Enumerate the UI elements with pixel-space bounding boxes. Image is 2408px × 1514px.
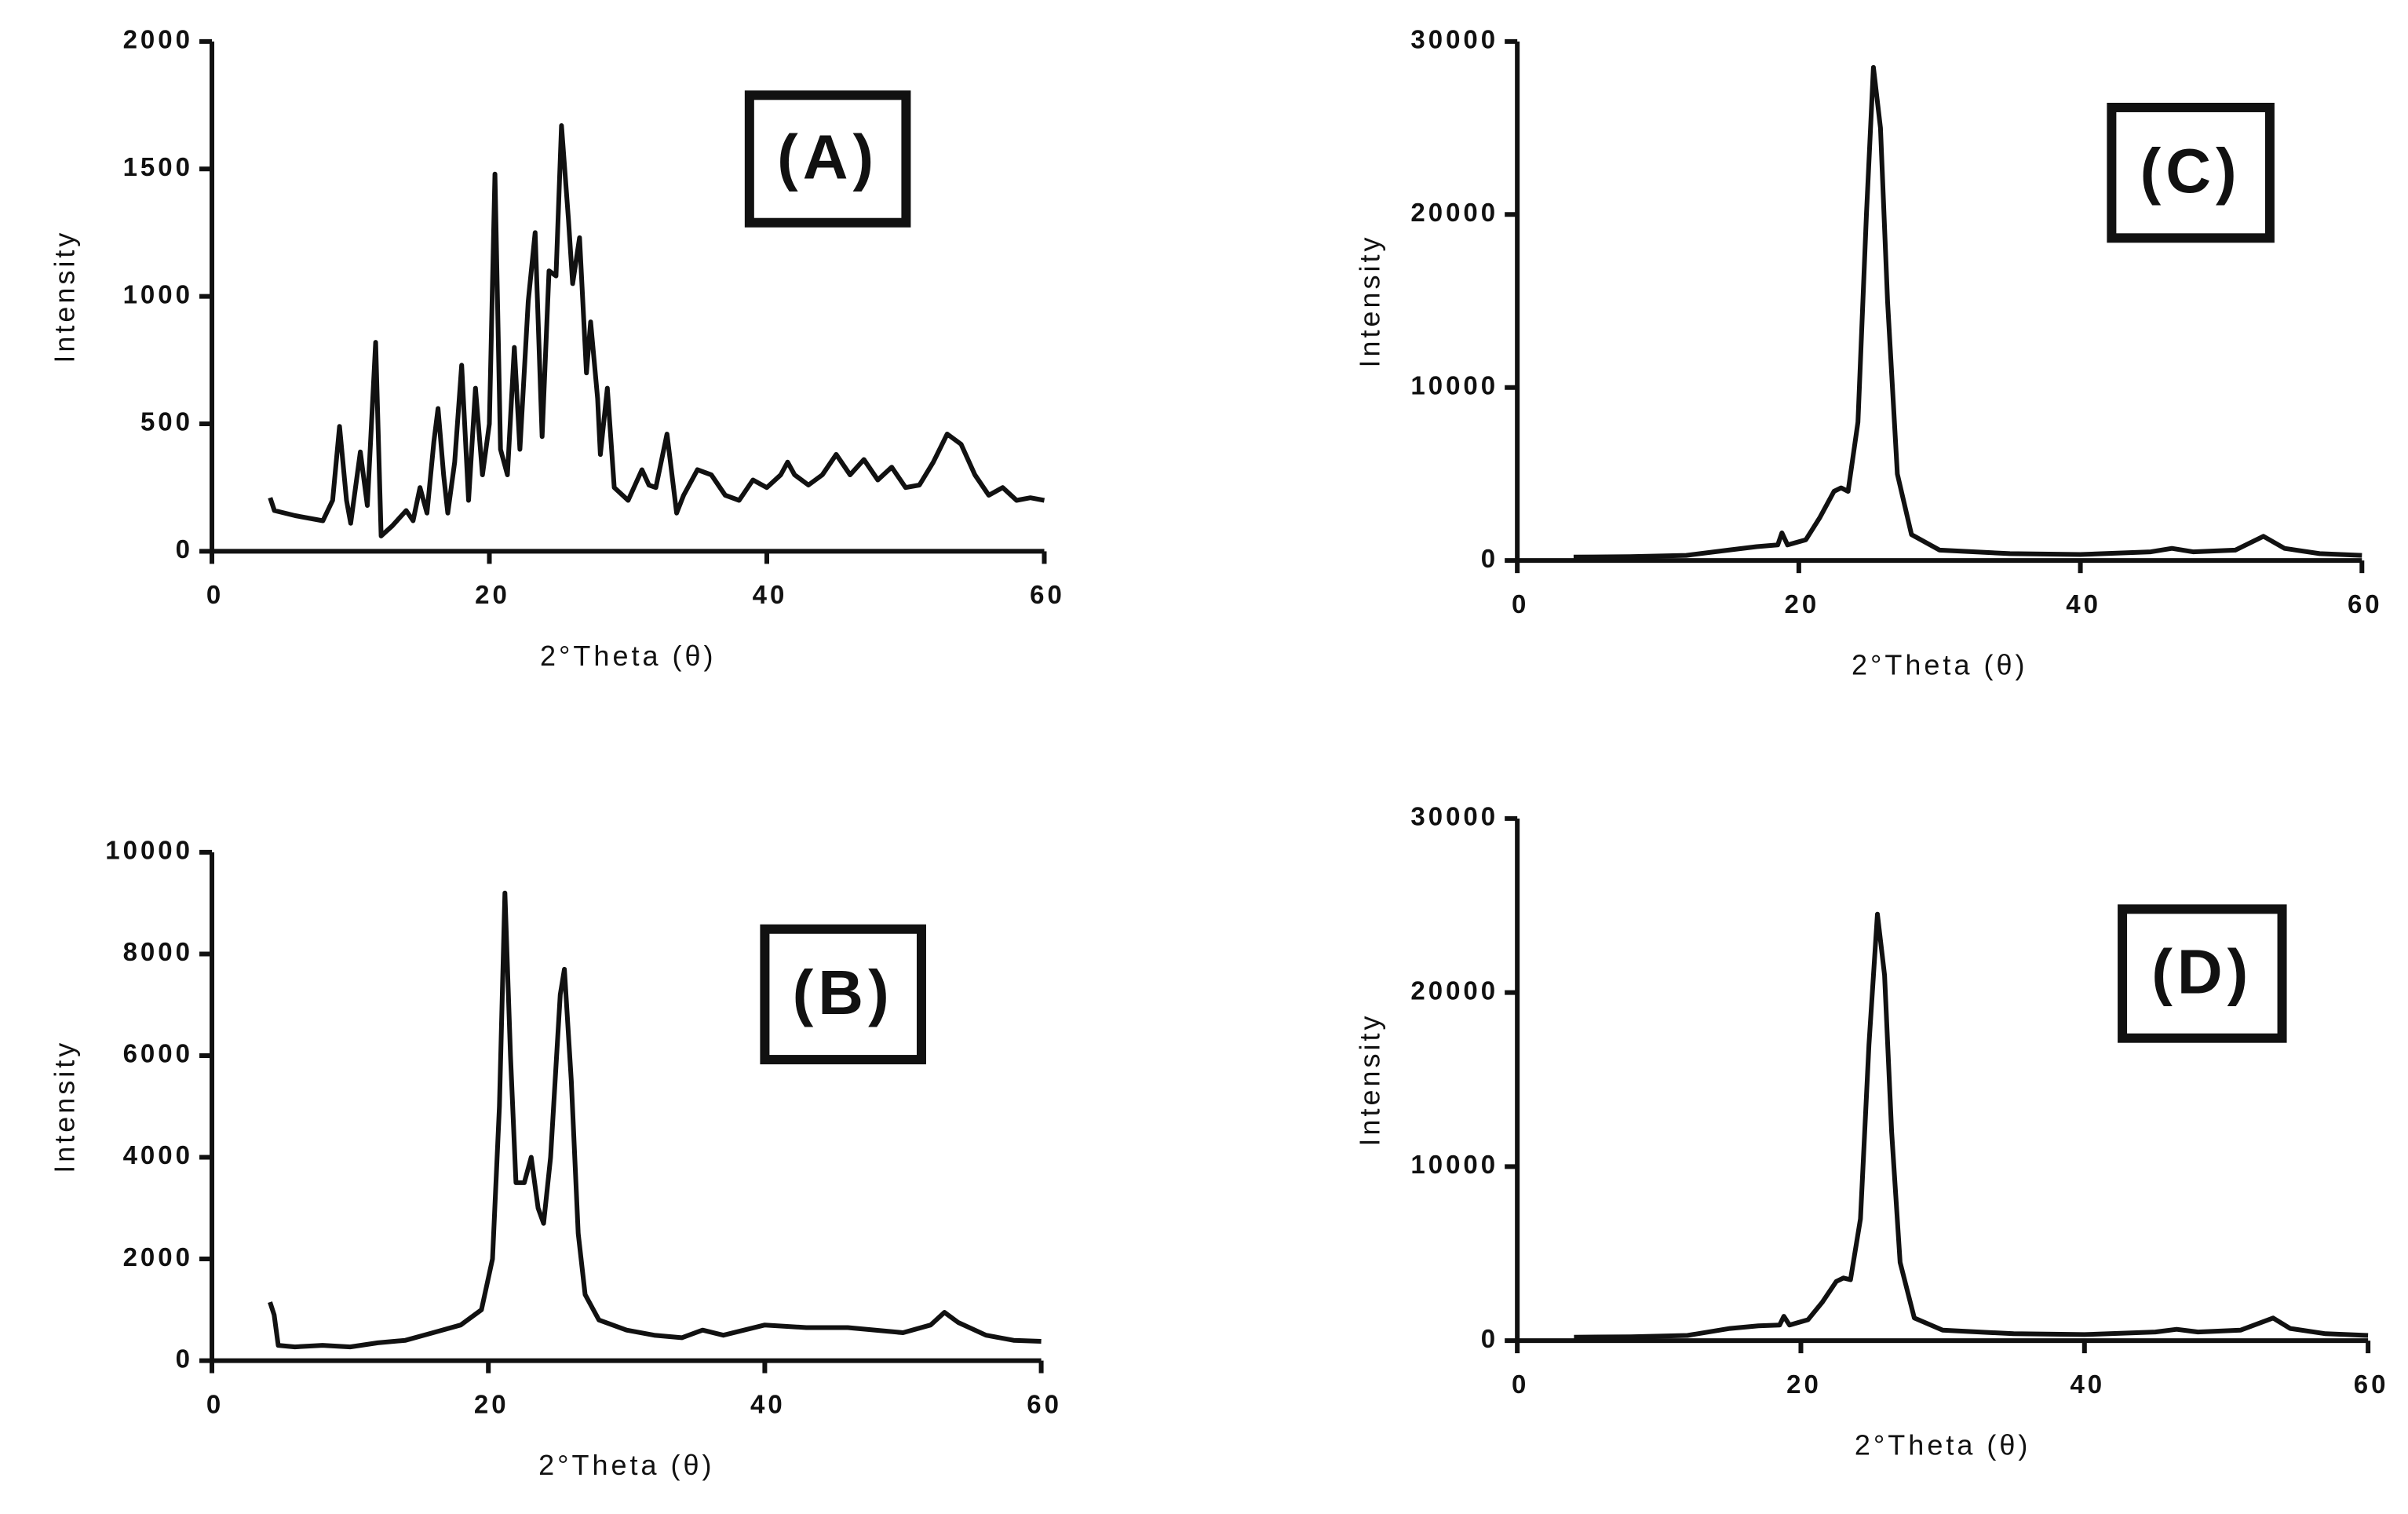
annotation-box — [760, 924, 926, 1065]
y-tick-label: 1500 — [123, 152, 193, 181]
y-tick-label: 10000 — [105, 836, 193, 865]
x-axis-label: 2°Theta (θ) — [538, 1449, 714, 1481]
x-tick-label: 20 — [475, 580, 510, 609]
annotation-box — [2118, 904, 2287, 1043]
y-tick-label: 4000 — [123, 1140, 193, 1169]
y-tick-label: 1000 — [123, 279, 193, 308]
x-tick-label: 60 — [1027, 1389, 1062, 1418]
data-line — [268, 123, 1045, 538]
data-line — [1573, 64, 2362, 560]
annotation-box — [2107, 102, 2275, 243]
y-axis-label: Intensity — [1354, 234, 1386, 367]
x-tick-label: 40 — [750, 1389, 786, 1418]
y-tick-label: 30000 — [1410, 25, 1498, 54]
y-axis-label: Intensity — [1354, 1012, 1386, 1146]
y-tick-label: 0 — [176, 1344, 193, 1373]
y-tick-label: 6000 — [123, 1039, 193, 1068]
x-tick-label: 20 — [1786, 1370, 1822, 1399]
x-axis-label: 2°Theta (θ) — [1852, 649, 2027, 681]
x-tick-label: 20 — [474, 1389, 509, 1418]
y-tick-label: 500 — [140, 407, 193, 436]
data-line — [1574, 911, 2369, 1340]
data-line — [268, 890, 1042, 1350]
x-tick-label: 40 — [753, 580, 788, 609]
y-tick-label: 0 — [1481, 1324, 1498, 1353]
x-tick-label: 20 — [1785, 589, 1820, 618]
y-tick-label: 10000 — [1410, 370, 1498, 399]
x-axis-label: 2°Theta (θ) — [1855, 1429, 2030, 1461]
x-tick-label: 0 — [1512, 589, 1529, 618]
y-tick-label: 2000 — [123, 25, 193, 54]
x-axis-label: 2°Theta (θ) — [540, 640, 716, 672]
panel-label: (D) — [2151, 937, 2253, 1007]
y-axis-label: Intensity — [49, 230, 81, 363]
y-tick-label: 10000 — [1410, 1150, 1498, 1179]
x-tick-label: 40 — [2070, 1370, 2105, 1399]
annotation-box — [744, 90, 911, 228]
y-axis-label: Intensity — [49, 1040, 81, 1173]
y-tick-label: 0 — [176, 534, 193, 564]
x-tick-label: 0 — [206, 580, 224, 609]
panel-label: (A) — [777, 122, 878, 192]
x-tick-label: 40 — [2066, 589, 2101, 618]
y-tick-label: 30000 — [1410, 802, 1498, 831]
x-tick-label: 0 — [206, 1389, 224, 1418]
x-tick-label: 0 — [1512, 1370, 1529, 1399]
y-tick-label: 2000 — [123, 1242, 193, 1271]
y-tick-label: 8000 — [123, 937, 193, 966]
y-tick-label: 20000 — [1410, 976, 1498, 1005]
y-tick-label: 0 — [1481, 544, 1498, 573]
y-tick-label: 20000 — [1410, 198, 1498, 227]
panel-label: (C) — [2140, 136, 2242, 206]
x-tick-label: 60 — [1030, 580, 1065, 609]
x-tick-label: 60 — [2348, 589, 2383, 618]
x-tick-label: 60 — [2354, 1370, 2389, 1399]
panel-label: (B) — [793, 958, 894, 1027]
